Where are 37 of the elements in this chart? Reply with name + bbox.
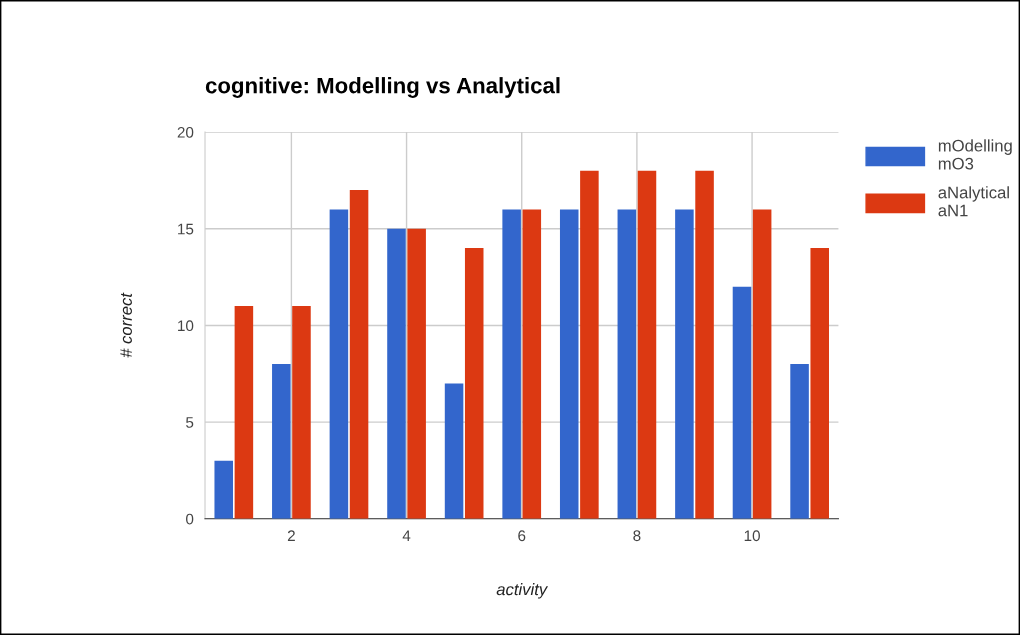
bar (790, 364, 809, 519)
y-tick-label: 5 (186, 417, 194, 428)
bar (387, 228, 406, 519)
bar (695, 170, 714, 519)
bar (464, 248, 484, 519)
bar (617, 209, 637, 519)
x-tick-label: 8 (633, 530, 641, 542)
bar (214, 460, 234, 519)
bar (444, 383, 464, 519)
bar (407, 228, 426, 519)
bar (329, 209, 349, 519)
bar (292, 306, 311, 519)
bar (502, 209, 521, 519)
y-tick-label: 15 (178, 223, 194, 235)
y-tick-label: 20 (177, 126, 194, 138)
bar (522, 209, 542, 519)
x-tick-label: 6 (518, 530, 526, 542)
x-tick-label: 4 (402, 530, 411, 541)
bar (272, 364, 291, 519)
bar (732, 286, 752, 519)
x-tick-label: 10 (744, 530, 760, 542)
bar (752, 209, 772, 519)
legend-label: mOdelling mO3 (938, 139, 1012, 170)
bar (349, 190, 369, 519)
bar (637, 170, 657, 519)
bar (559, 209, 579, 519)
bar (675, 209, 694, 519)
bar (234, 306, 254, 519)
y-tick-label: 0 (186, 513, 194, 525)
bar (580, 170, 599, 519)
y-axis-title: # correct (120, 292, 132, 358)
x-tick-label: 2 (287, 530, 295, 541)
x-axis-title: activity (496, 583, 549, 599)
legend-label: aNalytical aN1 (938, 186, 1009, 217)
y-tick-label: 10 (178, 320, 194, 332)
bar (810, 248, 829, 519)
chart-title: cognitive: Modelling vs Analytical (205, 77, 560, 98)
